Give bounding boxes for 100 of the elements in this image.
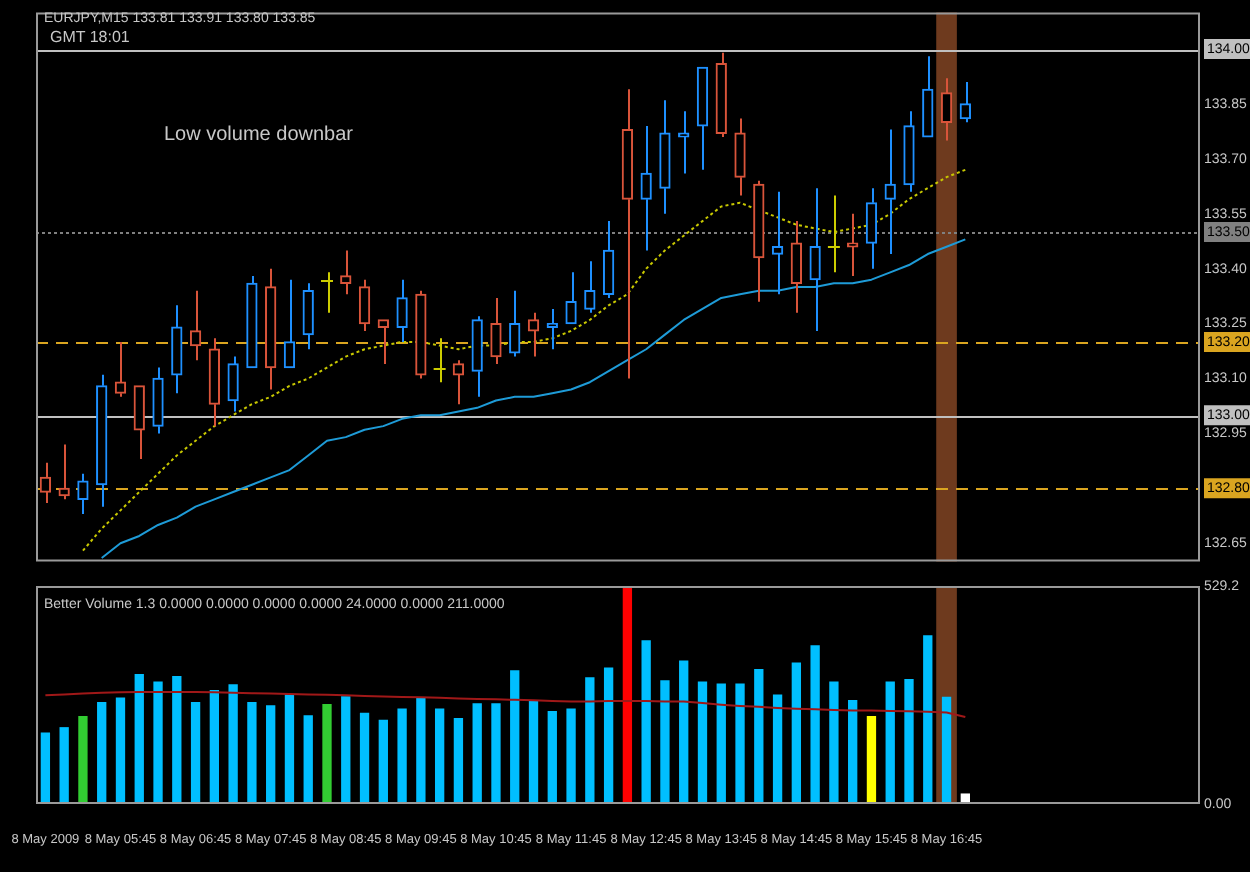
candlestick bbox=[826, 194, 841, 274]
candlestick bbox=[621, 88, 634, 380]
bar bbox=[697, 681, 708, 804]
bar bbox=[791, 662, 802, 804]
bar bbox=[172, 676, 182, 804]
bar bbox=[40, 732, 51, 804]
candlestick bbox=[189, 289, 202, 362]
bar bbox=[603, 667, 614, 804]
bar bbox=[735, 683, 745, 804]
bar bbox=[115, 697, 126, 804]
bar bbox=[134, 673, 144, 804]
annotation: Low volume downbar bbox=[164, 124, 353, 148]
candlestick bbox=[415, 289, 427, 380]
bar bbox=[341, 696, 351, 804]
candlestick bbox=[922, 55, 934, 138]
bar bbox=[641, 640, 651, 804]
candlestick bbox=[790, 220, 803, 314]
candlestick bbox=[865, 187, 878, 270]
candlestick bbox=[152, 366, 164, 435]
candlestick bbox=[584, 260, 596, 314]
candlestick bbox=[340, 249, 352, 296]
candlestick bbox=[734, 117, 746, 197]
candlestick bbox=[171, 304, 183, 395]
candlestick bbox=[678, 110, 690, 175]
candlestick bbox=[903, 110, 915, 193]
candlestick bbox=[753, 179, 765, 303]
candlestick bbox=[114, 340, 127, 398]
text: GMT 18:01 bbox=[50, 28, 130, 48]
bar bbox=[810, 645, 820, 804]
bar bbox=[866, 716, 877, 804]
bar bbox=[660, 680, 670, 804]
candlestick bbox=[509, 289, 521, 358]
bar bbox=[453, 718, 464, 804]
bar bbox=[397, 708, 407, 804]
bar bbox=[434, 708, 445, 804]
candlestick bbox=[377, 319, 389, 365]
candlestick bbox=[884, 128, 896, 256]
candlestick bbox=[490, 296, 502, 365]
candlestick bbox=[77, 472, 89, 515]
bar bbox=[322, 704, 332, 804]
candlestick bbox=[246, 275, 258, 369]
candlestick bbox=[283, 278, 296, 369]
candlestick bbox=[565, 271, 577, 325]
candlestick bbox=[809, 187, 821, 332]
bar bbox=[941, 696, 952, 804]
candlestick bbox=[940, 77, 953, 142]
bar bbox=[97, 702, 107, 804]
bar bbox=[284, 694, 295, 804]
candlestick bbox=[602, 220, 615, 299]
candlestick bbox=[96, 373, 108, 508]
candlestick bbox=[715, 51, 727, 138]
candlestick bbox=[302, 282, 314, 351]
candlestick bbox=[452, 359, 465, 406]
candlestick bbox=[771, 190, 784, 296]
candlestick bbox=[396, 278, 408, 343]
bar bbox=[848, 699, 858, 804]
bar bbox=[510, 670, 520, 804]
candlestick bbox=[227, 355, 239, 413]
bar bbox=[59, 727, 69, 804]
bar bbox=[266, 705, 276, 804]
candlestick bbox=[640, 124, 652, 252]
candlestick bbox=[432, 337, 447, 384]
bar bbox=[566, 708, 576, 804]
bar bbox=[885, 681, 895, 804]
candlestick bbox=[959, 80, 971, 124]
candlestick bbox=[527, 311, 540, 358]
candlestick bbox=[133, 385, 145, 461]
bar bbox=[78, 716, 88, 804]
bar bbox=[547, 711, 557, 804]
bar bbox=[622, 586, 633, 804]
bar bbox=[829, 681, 839, 804]
bar bbox=[472, 703, 482, 804]
bar bbox=[359, 712, 370, 804]
bar bbox=[585, 677, 595, 804]
candlestick bbox=[208, 337, 221, 428]
bar bbox=[228, 684, 238, 804]
candlestick bbox=[320, 271, 334, 314]
bar bbox=[754, 669, 764, 804]
bar bbox=[904, 678, 914, 804]
candlestick bbox=[847, 212, 859, 278]
bar bbox=[378, 719, 388, 804]
candlestick bbox=[659, 99, 671, 215]
bar bbox=[923, 635, 933, 804]
bar bbox=[416, 697, 426, 804]
bar bbox=[679, 660, 689, 804]
bar bbox=[772, 694, 783, 804]
bar bbox=[209, 690, 220, 804]
bar bbox=[528, 699, 539, 804]
bar bbox=[247, 702, 257, 804]
bar bbox=[303, 715, 313, 804]
candlestick bbox=[696, 66, 709, 171]
candlestick bbox=[265, 267, 277, 391]
line-series bbox=[81, 168, 967, 552]
bar bbox=[153, 681, 163, 804]
candlestick bbox=[471, 315, 483, 398]
bar bbox=[716, 683, 726, 804]
bar bbox=[491, 703, 501, 804]
candlestick bbox=[358, 278, 371, 332]
candlestick bbox=[39, 461, 52, 505]
bar bbox=[190, 702, 201, 804]
